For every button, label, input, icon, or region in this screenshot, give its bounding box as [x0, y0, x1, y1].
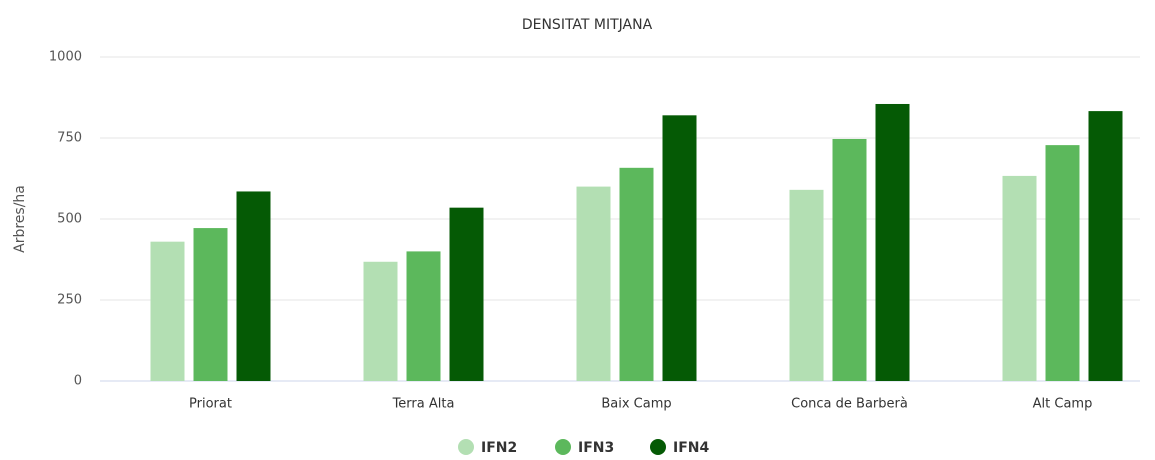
chart-title: DENSITAT MITJANA: [522, 17, 653, 33]
bar: [236, 191, 271, 381]
legend-label: IFN4: [673, 440, 709, 456]
y-tick-label: 500: [57, 212, 82, 227]
legend-label: IFN3: [578, 440, 614, 456]
x-tick-label: Alt Camp: [1033, 397, 1093, 412]
x-tick-label: Conca de Barberà: [791, 397, 908, 412]
legend-marker: [555, 439, 571, 455]
x-tick-label: Priorat: [189, 397, 232, 412]
legend-marker: [650, 439, 666, 455]
bar: [619, 167, 654, 381]
x-tick-label: Baix Camp: [601, 397, 671, 412]
bar: [576, 186, 611, 381]
bar: [406, 251, 441, 381]
bar: [1045, 145, 1080, 381]
bar: [875, 103, 910, 381]
bar: [1088, 111, 1123, 381]
legend-marker: [458, 439, 474, 455]
y-tick-label: 250: [57, 293, 82, 308]
y-tick-label: 1000: [49, 50, 82, 65]
x-tick-label: Terra Alta: [392, 397, 455, 412]
bar: [363, 261, 398, 381]
y-axis-label: Arbres/ha: [12, 185, 28, 253]
bar: [150, 241, 185, 381]
bar: [832, 138, 867, 381]
bar: [449, 207, 484, 381]
y-tick-label: 750: [57, 131, 82, 146]
bar: [789, 189, 824, 381]
bar: [1002, 175, 1037, 381]
legend-label: IFN2: [481, 440, 517, 456]
bar: [662, 115, 697, 381]
bar: [193, 228, 228, 381]
y-tick-label: 0: [74, 374, 82, 389]
